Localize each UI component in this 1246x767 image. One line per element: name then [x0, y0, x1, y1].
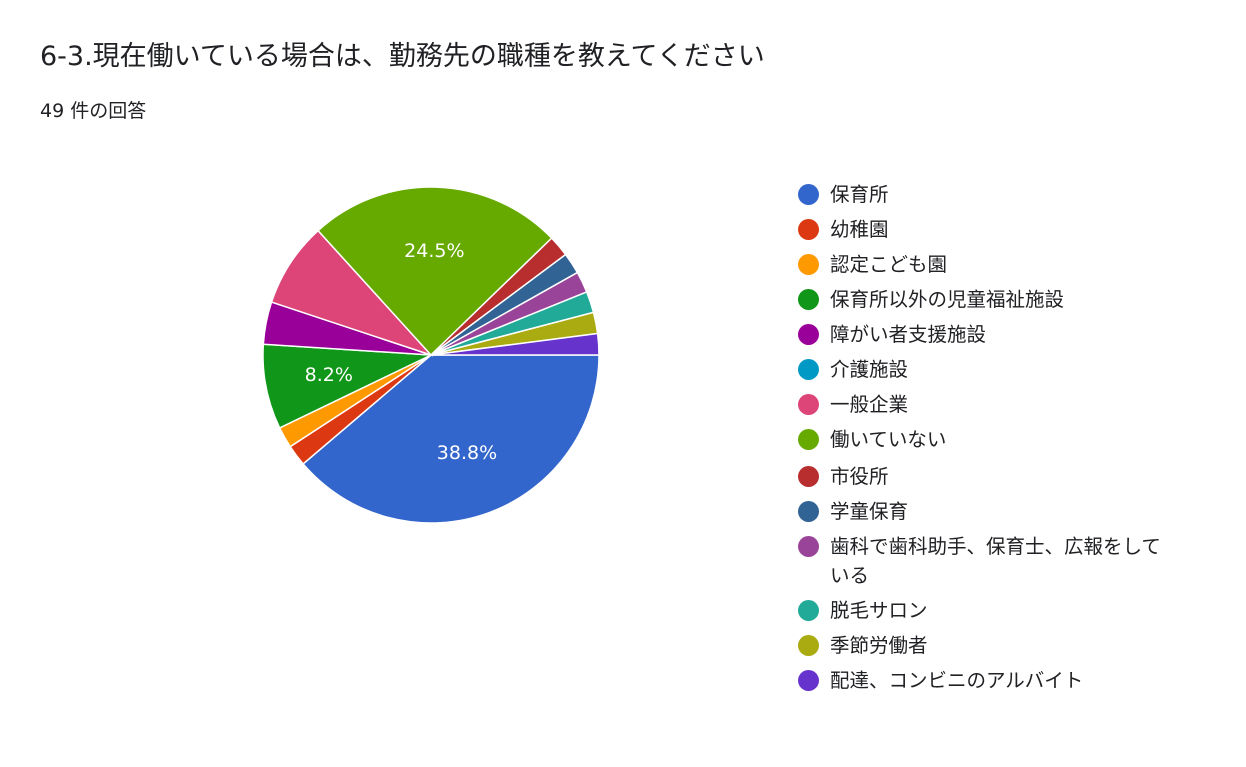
- response-count: 49 件の回答: [40, 100, 147, 122]
- legend-label: 障がい者支援施設: [830, 323, 987, 346]
- legend-label: 市役所: [830, 465, 889, 488]
- pie-slice-labels: 38.8% 8.2% 24.5%: [305, 240, 498, 464]
- slice-percent-label-0: 38.8%: [437, 442, 497, 464]
- legend-swatch: [798, 184, 819, 205]
- legend-swatch: [798, 670, 819, 691]
- pie-slice-13: [430, 332, 600, 356]
- pie-slice-7: [316, 186, 553, 357]
- legend-label: 季節労働者: [830, 634, 928, 657]
- pie-slice-0: [302, 354, 600, 524]
- legend-item[interactable]: 働いていない: [798, 425, 1198, 454]
- legend-label: 学童保育: [830, 500, 909, 523]
- legend-swatch: [798, 324, 819, 345]
- legend-label: 認定こども園: [830, 253, 948, 276]
- legend-label: 働いていない: [830, 428, 947, 451]
- legend-swatch: [798, 254, 819, 275]
- legend-item[interactable]: 幼稚園: [798, 215, 1198, 244]
- legend-swatch: [798, 536, 819, 557]
- legend-item[interactable]: 一般企業: [798, 390, 1198, 419]
- chart-title: 6-3.現在働いている場合は、勤務先の職種を教えてください: [40, 41, 765, 72]
- legend-swatch: [798, 466, 819, 487]
- legend-swatch: [798, 501, 819, 522]
- legend-label: 介護施設: [830, 358, 909, 381]
- legend-item[interactable]: 歯科で歯科助手、保育士、広報をしている: [798, 532, 1198, 590]
- legend-item[interactable]: 季節労働者: [798, 631, 1198, 660]
- legend-label: 保育所以外の児童福祉施設: [830, 288, 1065, 311]
- legend-swatch: [798, 394, 819, 415]
- legend-label: 保育所: [830, 183, 889, 206]
- legend-item[interactable]: 保育所以外の児童福祉施設: [798, 285, 1198, 314]
- legend-label: 歯科で歯科助手、保育士、広報をしている: [830, 535, 1161, 587]
- legend-swatch: [798, 289, 819, 310]
- legend-swatch: [798, 600, 819, 621]
- pie-slices: [262, 186, 600, 524]
- legend-swatch: [798, 359, 819, 380]
- legend-label: 脱毛サロン: [830, 599, 928, 622]
- chart-legend: 保育所幼稚園認定こども園保育所以外の児童福祉施設 障がい者支援施設 介護施設一般企業…: [798, 180, 1198, 701]
- legend-swatch: [798, 429, 819, 450]
- slice-percent-label-7: 24.5%: [404, 240, 464, 262]
- legend-label: 一般企業: [830, 393, 909, 416]
- legend-label: 幼稚園: [830, 218, 889, 241]
- legend-item[interactable]: 市役所: [798, 462, 1198, 491]
- legend-swatch: [798, 635, 819, 656]
- legend-swatch: [798, 219, 819, 240]
- legend-item[interactable]: 保育所: [798, 180, 1198, 209]
- legend-item[interactable]: 配達、コンビニのアルバイト: [798, 666, 1198, 695]
- legend-item[interactable]: 認定こども園: [798, 250, 1198, 279]
- legend-item[interactable]: 障がい者支援施設: [798, 320, 1198, 349]
- legend-item[interactable]: 学童保育: [798, 497, 1198, 526]
- slice-percent-label-3: 8.2%: [305, 364, 353, 386]
- legend-item[interactable]: 脱毛サロン: [798, 596, 1198, 625]
- legend-item[interactable]: 介護施設: [798, 355, 1198, 384]
- legend-label: 配達、コンビニのアルバイト: [830, 669, 1084, 692]
